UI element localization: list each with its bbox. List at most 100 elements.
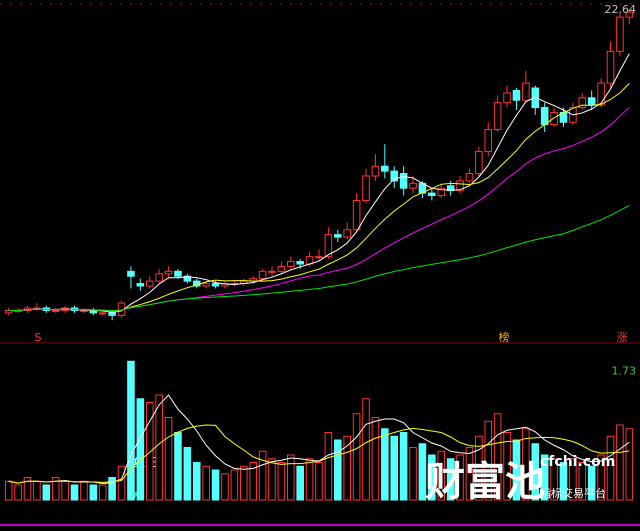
volume-bar (287, 454, 295, 501)
watermark-tagline: 指标交易平台 (540, 486, 606, 500)
volume-bar (108, 477, 116, 501)
candle-body (550, 111, 558, 126)
volume-bar (315, 462, 323, 501)
volume-bar (569, 458, 577, 501)
volume-bar (465, 447, 474, 501)
candle-body (108, 312, 116, 316)
volume-bar (192, 462, 201, 501)
volume-bar (362, 398, 370, 501)
volume-bar (512, 439, 521, 501)
volume-bar (221, 473, 229, 501)
moving-average (8, 53, 630, 313)
volume-bar (202, 465, 210, 501)
volume-bar (381, 428, 389, 501)
moving-average (8, 205, 630, 312)
candle-body (296, 261, 304, 265)
volume-bar (51, 477, 60, 501)
volume-bar (98, 484, 107, 501)
candle-body (587, 97, 596, 106)
candle-body (315, 256, 323, 259)
volume-bar (343, 435, 351, 501)
volume-average (8, 424, 630, 484)
candle-body (258, 270, 267, 280)
volume-bar (164, 417, 173, 501)
signal-label: 榜 (499, 330, 510, 344)
volume-bar (211, 469, 220, 501)
volume-bar (14, 484, 22, 501)
volume-bar (531, 443, 540, 501)
candle-body (155, 273, 163, 282)
candle-body (202, 283, 210, 287)
volume-bar (503, 432, 511, 501)
volume-bar (418, 443, 427, 501)
volume-bar (475, 435, 483, 501)
candle-body (465, 173, 474, 182)
candle-body (277, 265, 286, 272)
candle-body (493, 102, 502, 131)
volume-bar (324, 432, 333, 501)
volume-bar (334, 439, 342, 501)
candle-body (362, 175, 370, 201)
candle-body (324, 234, 333, 258)
candle-body (578, 97, 587, 109)
candle-body (390, 170, 399, 182)
volume-bar (4, 480, 13, 501)
candle-body (475, 151, 483, 175)
volume-bar (70, 484, 79, 501)
watermark-title: 财富池 (425, 459, 545, 505)
candle-body (381, 165, 389, 172)
candle-body (343, 229, 351, 238)
candle-body (211, 283, 220, 287)
candle-body (145, 280, 154, 287)
candle-body (512, 89, 521, 101)
volume-bar (493, 413, 502, 501)
candle-body (352, 199, 361, 231)
watermark-site: cfchi.com (540, 454, 615, 470)
volume-bar (625, 428, 634, 501)
volume-bar (409, 447, 417, 501)
candle-body (606, 50, 615, 84)
volume-bar (559, 462, 568, 501)
volume-bar (183, 447, 192, 501)
volume-bar (550, 458, 558, 501)
volume-bar (456, 454, 464, 501)
signal-label: S (35, 331, 42, 344)
volume-bar (371, 417, 380, 501)
volume-bar (61, 480, 69, 501)
candle-body (540, 107, 549, 126)
candle-body (371, 165, 380, 177)
volume-bar (428, 454, 436, 501)
volume-bar (587, 465, 596, 501)
volume-bar (80, 480, 88, 501)
volume-bar (117, 465, 126, 501)
volume-bar (305, 458, 314, 501)
volume-bar (89, 484, 98, 501)
candle-body (334, 234, 342, 238)
moving-average (8, 83, 630, 312)
volume-bar (174, 432, 182, 501)
volume-bar (399, 432, 408, 501)
volume-bar (268, 458, 276, 501)
volume-bar (522, 428, 530, 501)
volume-bar (239, 465, 248, 501)
candle-body (484, 129, 493, 153)
candle-body (51, 309, 60, 312)
volume-bar (616, 424, 624, 501)
volume-bar (127, 360, 135, 501)
volume-bar (145, 402, 154, 501)
volume-bar (606, 435, 615, 501)
volume-bar (484, 420, 493, 501)
candle-body (503, 92, 511, 104)
volume-bar (352, 413, 361, 501)
candle-body (164, 270, 173, 275)
y-tick-label: 1.73 (612, 364, 637, 377)
candle-body (399, 173, 408, 189)
volume-bar (578, 462, 587, 501)
candle-body (625, 11, 634, 18)
candle-body (616, 16, 624, 52)
volume-bar (277, 462, 286, 501)
candle-body (437, 187, 446, 197)
volume-bar (249, 462, 257, 501)
candle-body (287, 261, 295, 267)
